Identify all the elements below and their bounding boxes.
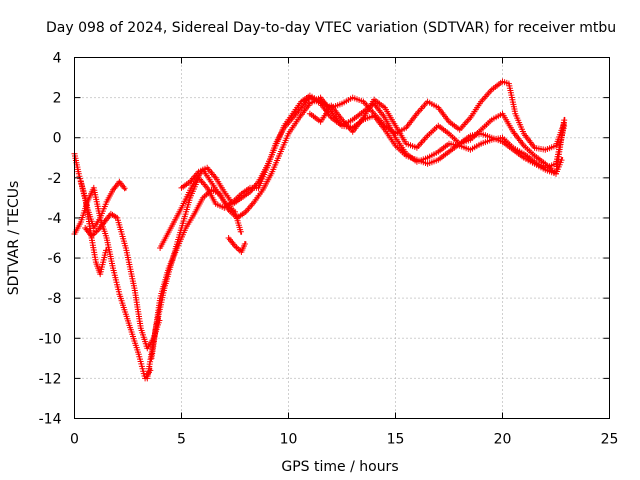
series-track-4 xyxy=(82,210,163,352)
y-tick-label: -8 xyxy=(48,291,62,307)
y-tick-label: 2 xyxy=(53,91,62,107)
chart-title: Day 098 of 2024, Sidereal Day-to-day VTE… xyxy=(46,20,616,36)
y-tick-label: -12 xyxy=(39,371,62,387)
y-axis-label: SDTVAR / TECUs xyxy=(6,181,22,296)
plot-frame xyxy=(74,57,610,419)
data-point-marker xyxy=(560,120,567,127)
x-tick-label: 10 xyxy=(280,432,298,448)
x-tick-label: 25 xyxy=(601,432,619,448)
x-tick-label: 20 xyxy=(494,432,512,448)
series-track-9 xyxy=(225,235,248,255)
y-tick-label: -14 xyxy=(39,412,62,428)
series-track-6 xyxy=(148,94,568,362)
data-point-marker xyxy=(241,241,248,247)
data-point-marker xyxy=(237,228,244,235)
y-tick-label: -6 xyxy=(48,251,62,267)
series-track-3 xyxy=(77,178,128,231)
x-tick-label: 0 xyxy=(70,432,79,448)
series-track-5 xyxy=(144,94,568,382)
y-tick-label: -2 xyxy=(48,171,62,187)
x-tick-label: 5 xyxy=(177,432,186,448)
y-tick-label: -10 xyxy=(39,331,62,347)
grid-lines xyxy=(74,57,610,419)
y-tick-label: 4 xyxy=(53,51,62,67)
data-point-marker xyxy=(121,185,128,192)
series-track-10 xyxy=(306,96,565,177)
data-point-marker xyxy=(103,247,109,254)
y-tick-label: 0 xyxy=(53,131,62,147)
data-series xyxy=(71,78,568,382)
x-tick-label: 15 xyxy=(387,432,405,448)
x-axis-label: GPS time / hours xyxy=(281,459,398,475)
data-point-marker xyxy=(558,157,565,164)
y-tick-label: -4 xyxy=(48,211,62,227)
axis-ticks: 0 5 10 15 20 25 -14 -12 -10 -8 -6 -4 -2 0 2 4 xyxy=(39,51,619,448)
